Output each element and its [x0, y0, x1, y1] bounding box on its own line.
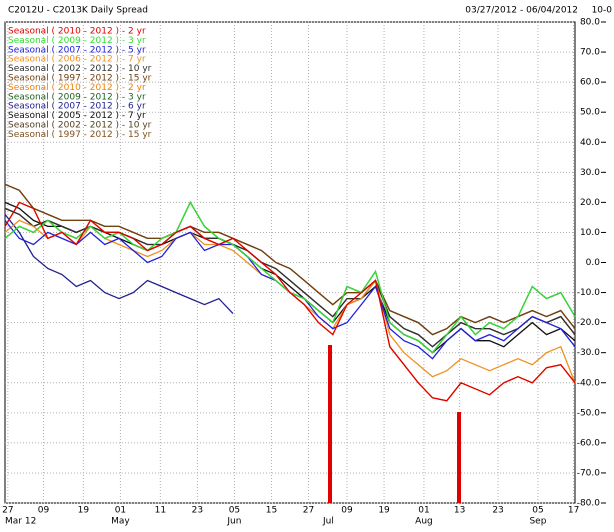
- y-tick-label: 70.0: [580, 48, 600, 58]
- x-tick-label: 05: [229, 506, 240, 516]
- x-tick-label: 05: [532, 506, 543, 516]
- legend-entry: Seasonal ( 2010 - 2012 ) - 2 yr: [8, 27, 146, 37]
- x-tick-label: 27: [2, 506, 13, 516]
- x-tick-label: 11: [155, 506, 166, 516]
- legend-entry: Seasonal ( 2002 - 2012 ) - 10 yr: [8, 121, 152, 131]
- x-tick-label: 09: [38, 506, 50, 516]
- legend-entry: Seasonal ( 2007 - 2012 ) - 5 yr: [8, 45, 146, 55]
- x-tick-label: 09: [341, 506, 353, 516]
- date-range: 03/27/2012 - 06/04/2012: [465, 6, 578, 16]
- y-tick-label: 20.0: [580, 198, 600, 208]
- series-line: [4, 213, 234, 315]
- legend-entry: Seasonal ( 2009 - 2012 ) - 3 yr: [8, 36, 146, 46]
- y-tick-label: -80.0: [577, 499, 601, 509]
- month-label: Jul: [322, 517, 334, 527]
- marker-bar: [457, 412, 461, 503]
- y-tick-label: 40.0: [580, 138, 600, 148]
- y-tick-label: -40.0: [577, 378, 601, 388]
- series-line: [4, 207, 576, 348]
- month-label: Jun: [226, 517, 241, 527]
- y-tick-label: -50.0: [577, 408, 601, 418]
- legend-entry: Seasonal ( 2007 - 2012 ) - 6 yr: [8, 102, 146, 112]
- marker-bar: [328, 345, 332, 503]
- y-tick-label: 60.0: [580, 78, 600, 88]
- month-label: May: [111, 517, 130, 527]
- lines: [4, 183, 576, 402]
- series-line: [4, 183, 576, 336]
- x-tick-label: 01: [115, 506, 126, 516]
- legend-entry: Seasonal ( 2009 - 2012 ) - 3 yr: [8, 92, 146, 102]
- y-tick-label: -20.0: [577, 318, 601, 328]
- series-line: [4, 201, 576, 402]
- month-label: Mar 12: [5, 517, 36, 527]
- x-tick-label: 27: [303, 506, 314, 516]
- x-tick-label: 23: [192, 506, 203, 516]
- legend-entry: Seasonal ( 2006 - 2012 ) - 7 yr: [8, 55, 146, 65]
- legend-entry: Seasonal ( 2005 - 2012 ) - 7 yr: [8, 111, 146, 121]
- y-tick-label: -70.0: [577, 468, 601, 478]
- y-tick-label: -30.0: [577, 348, 601, 358]
- legend-entry: Seasonal ( 2010 - 2012 ) - 2 yr: [8, 83, 146, 93]
- grid: [5, 21, 575, 504]
- legend-entry: Seasonal ( 1997 - 2012 ) - 15 yr: [8, 74, 152, 84]
- x-tick-label: 13: [454, 506, 465, 516]
- legend-entry: Seasonal ( 1997 - 2012 ) - 15 yr: [8, 130, 152, 140]
- x-tick-label: 19: [378, 506, 390, 516]
- x-tick-label: 01: [418, 506, 429, 516]
- legend-entry: Seasonal ( 2002 - 2012 ) - 10 yr: [8, 64, 152, 74]
- y-tick-label: 0.0: [586, 258, 601, 268]
- y-tick-label: -60.0: [577, 438, 601, 448]
- x-tick-label: 19: [78, 506, 90, 516]
- x-tick-label: 15: [266, 506, 277, 516]
- x-tick-label: 17: [568, 506, 579, 516]
- x-tick-label: 23: [492, 506, 503, 516]
- y-tick-label: 10.0: [580, 228, 600, 238]
- month-label: Aug: [415, 517, 433, 527]
- y-tick-label: -10.0: [577, 288, 601, 298]
- legend: Seasonal ( 2010 - 2012 ) - 2 yrSeasonal …: [8, 27, 152, 140]
- month-label: Sep: [529, 517, 546, 527]
- y-tick-label: 50.0: [580, 108, 600, 118]
- chart-title: C2012U - C2013K Daily Spread: [8, 6, 148, 16]
- corner-label: 10-0: [592, 6, 613, 16]
- y-tick-label: 30.0: [580, 168, 600, 178]
- y-tick-label: 80.0: [580, 18, 600, 28]
